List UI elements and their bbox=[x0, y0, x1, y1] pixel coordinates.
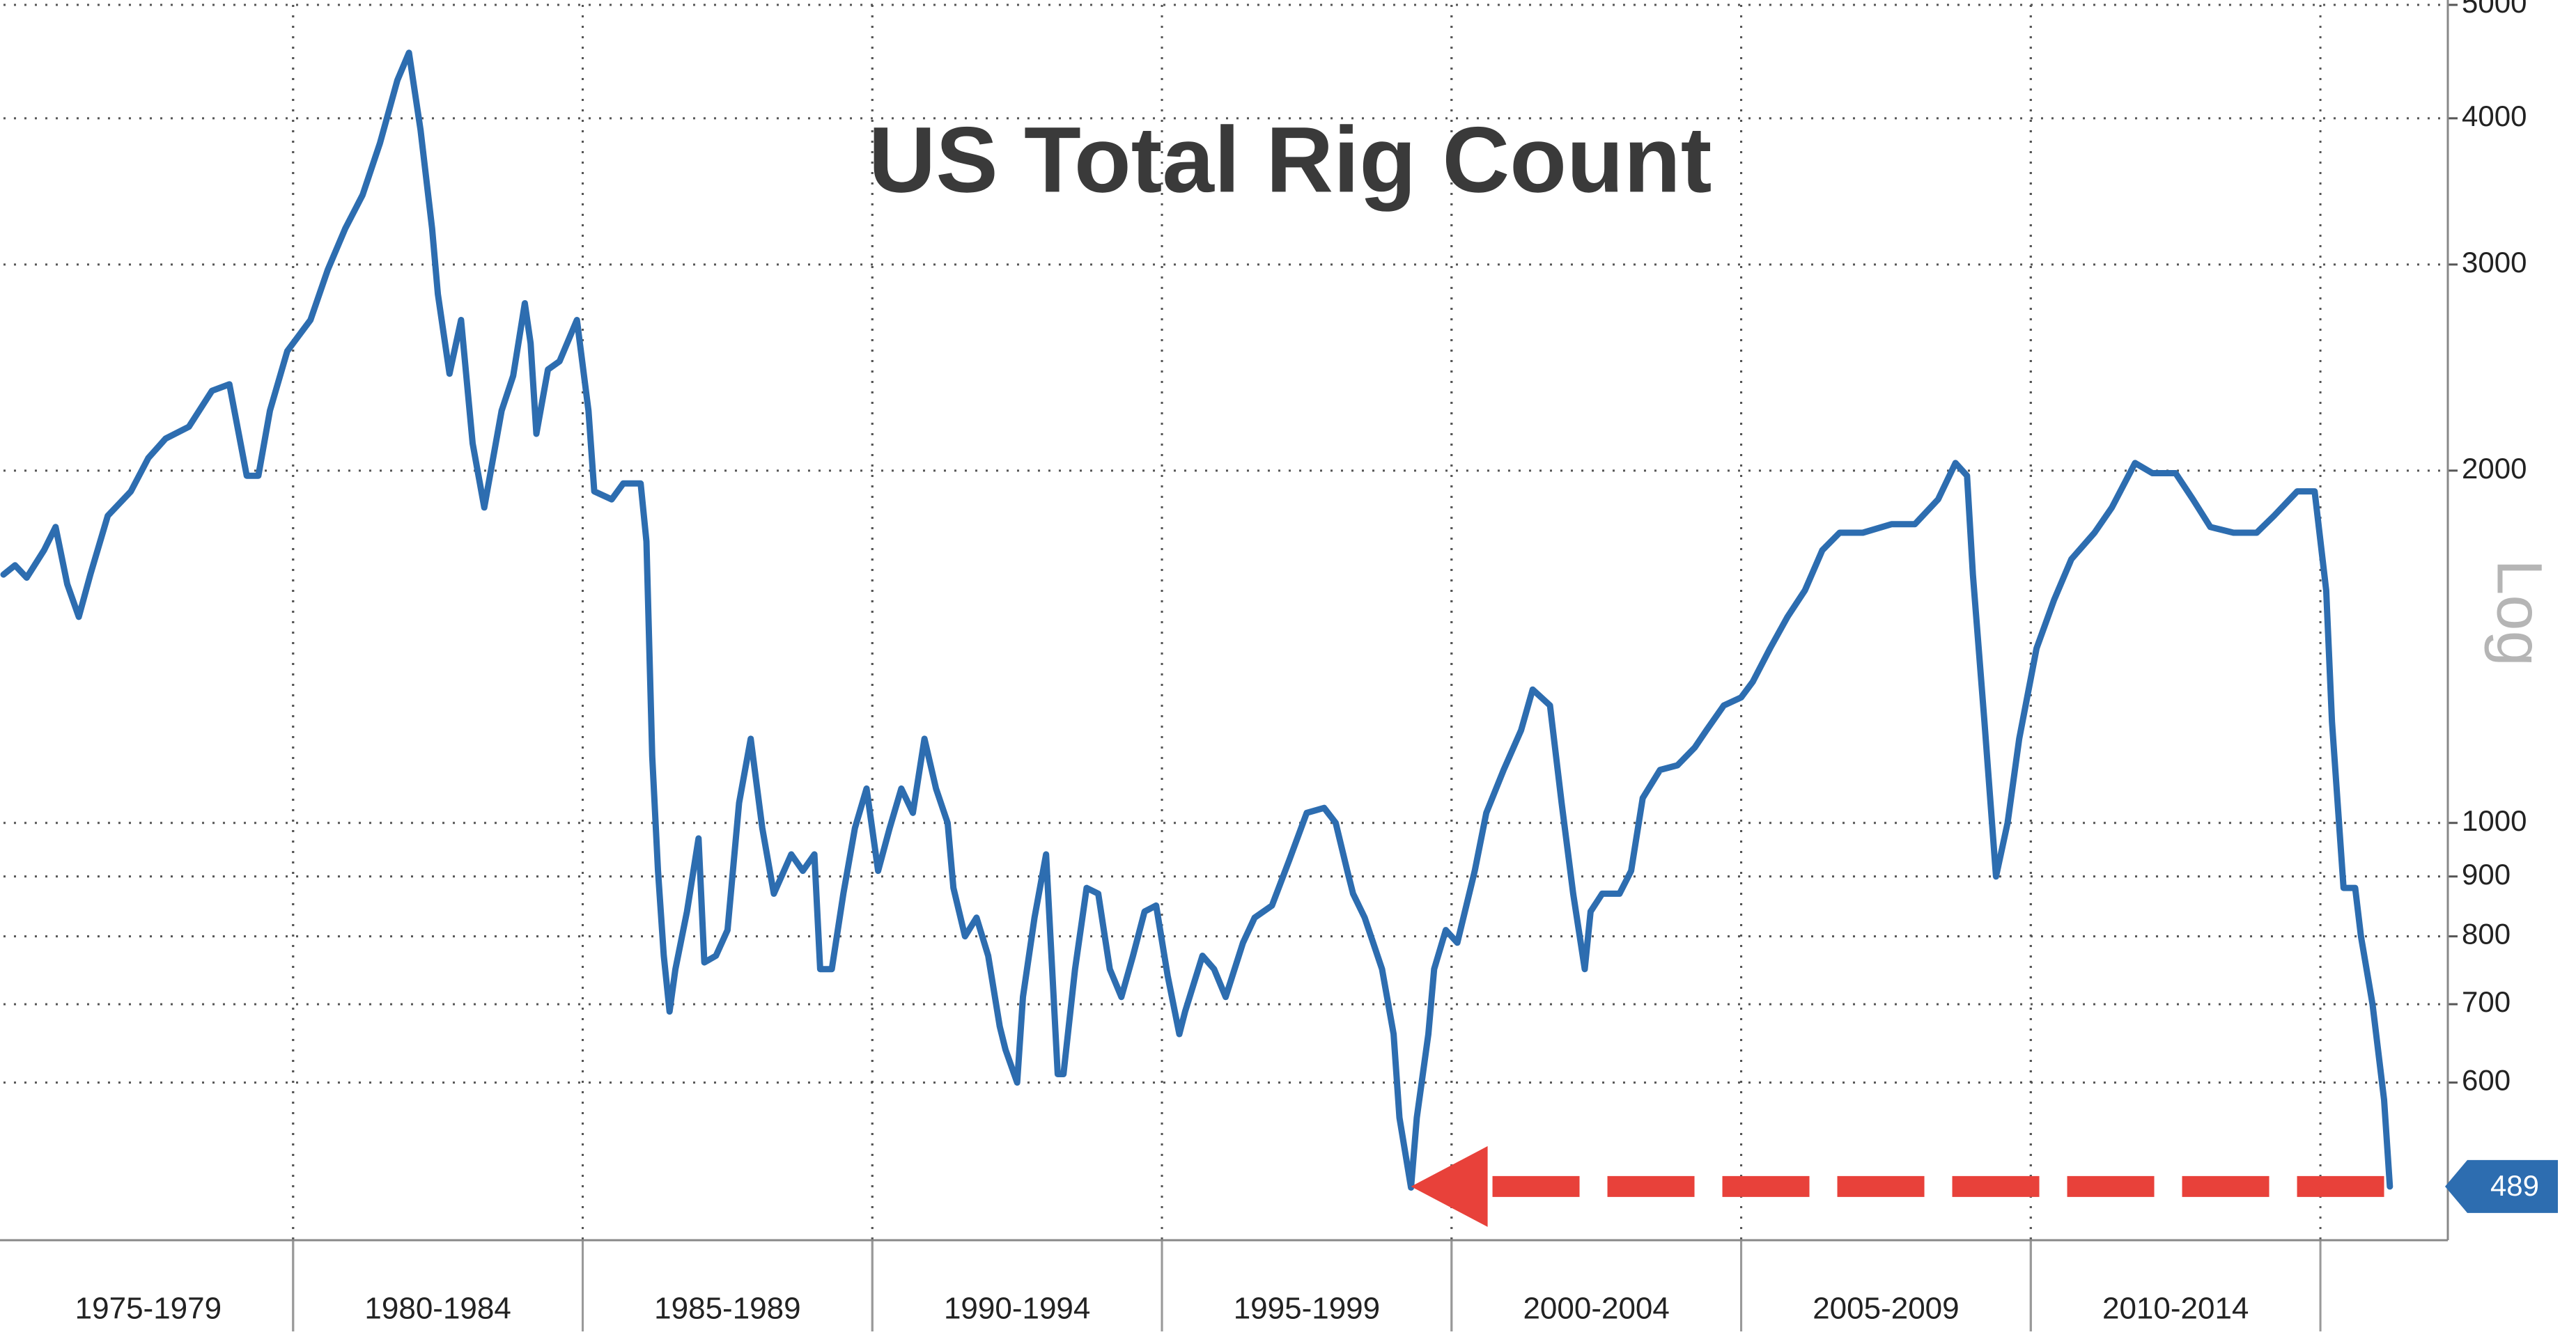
y-tick-label: 3000 bbox=[2462, 246, 2527, 279]
x-period-label: 1975-1979 bbox=[75, 1292, 222, 1326]
y-tick-label: 800 bbox=[2462, 918, 2511, 951]
x-period-label: 2010-2014 bbox=[2102, 1292, 2249, 1326]
y-tick-label: 900 bbox=[2462, 858, 2511, 891]
y-tick-label: 4000 bbox=[2462, 100, 2527, 132]
last-value-tag bbox=[2445, 1159, 2558, 1213]
arrow-head bbox=[1411, 1146, 1488, 1227]
plot bbox=[0, 49, 2393, 1191]
x-period-label: 1985-1989 bbox=[654, 1292, 800, 1326]
chart-title: US Total Rig Count bbox=[869, 108, 1712, 212]
x-period-label: 2005-2009 bbox=[1813, 1292, 1959, 1326]
y-axis-label: Log bbox=[2484, 559, 2555, 666]
x-period-label: 2000-2004 bbox=[1523, 1292, 1669, 1326]
x-period-label: 1990-1994 bbox=[944, 1292, 1090, 1326]
series-line bbox=[0, 49, 2393, 1191]
y-tick-label: 1000 bbox=[2462, 804, 2527, 837]
y-tick-label: 2000 bbox=[2462, 452, 2527, 485]
x-period-label: 1980-1984 bbox=[364, 1292, 511, 1326]
last-value-label: 489 bbox=[2490, 1169, 2539, 1202]
y-tick-label: 700 bbox=[2462, 985, 2511, 1018]
y-tick-label: 5000 bbox=[2462, 0, 2527, 19]
x-period-label: 1995-1999 bbox=[1234, 1292, 1380, 1326]
grid bbox=[3, 3, 2448, 1240]
y-tick-label: 600 bbox=[2462, 1064, 2511, 1097]
